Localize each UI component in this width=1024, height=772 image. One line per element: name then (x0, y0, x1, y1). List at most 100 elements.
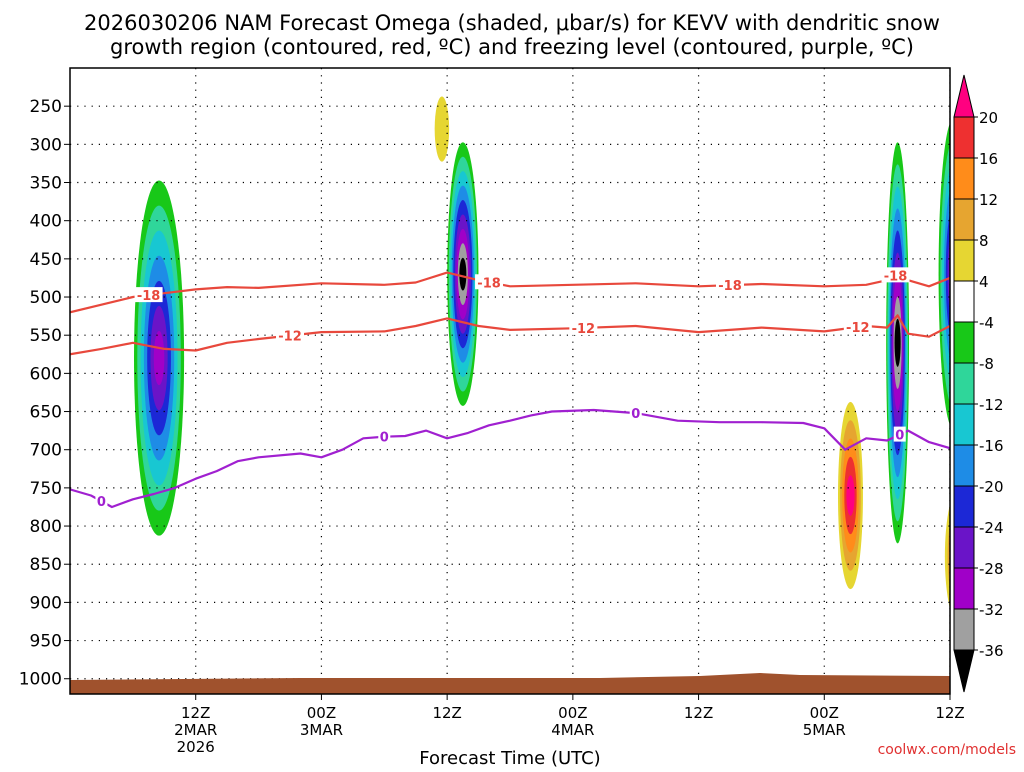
colorbar-swatch-6 (953, 321, 975, 364)
contour-line-0 (70, 271, 950, 314)
y-axis: 250 300 350 400 450 500 550 600 650 700 750 800 850 9… (19, 97, 70, 690)
colorbar-swatch-2 (953, 157, 975, 200)
y-tick-label-650: 650 (30, 403, 62, 423)
x-axis-label: Forecast Time (UTC) (419, 748, 600, 768)
y-tick-label-700: 700 (30, 441, 62, 461)
omega-region-descent-upper (434, 96, 450, 162)
colorbar-label-10: -24 (979, 519, 1004, 537)
x-tick-label-42-0: 00Z (558, 704, 587, 722)
y-tick-label-550: 550 (30, 326, 62, 346)
x-tick-label-18-1: 3MAR (300, 721, 343, 739)
contour-label-0-3: -18 (884, 269, 908, 284)
plot-frame (69, 67, 951, 695)
contour-label-2-0: 0 (97, 495, 106, 510)
y-tick-label-900: 900 (30, 593, 62, 613)
omega-region-ascent-day3-12z (938, 123, 950, 426)
colorbar-label-5: -4 (979, 314, 994, 332)
colorbar-label-4: 4 (979, 273, 989, 291)
x-tick-label-30-0: 12Z (432, 704, 461, 722)
contour-line-2 (70, 408, 950, 509)
contour-label-bg (95, 493, 108, 509)
colorbar-swatch-11 (953, 526, 975, 569)
colorbar: 20 16 12 8 4 -4 -8 -12 -16 -20 -24 -28 -32 -36 (953, 74, 1004, 693)
contour-label-bg (843, 319, 872, 335)
colorbar-label-13: -36 (979, 642, 1004, 660)
x-tick-label-42-1: 4MAR (551, 721, 594, 739)
contour-label-1-1: -12 (572, 322, 596, 337)
x-tick-label-6-0: 12Z (181, 704, 210, 722)
omega-region-ascent-day3-06z (886, 142, 910, 544)
contour-label-0-0: -18 (137, 289, 161, 304)
x-tick-label-18-0: 00Z (307, 704, 336, 722)
colorbar-label-9: -20 (979, 478, 1004, 496)
x-tick-label-6-2: 2026 (177, 738, 215, 756)
colorbar-label-7: -12 (979, 396, 1004, 414)
colorbar-swatch-10 (953, 485, 975, 528)
omega-shade-level (846, 475, 855, 516)
y-tick-label-950: 950 (30, 632, 62, 652)
colorbar-label-11: -28 (979, 560, 1004, 578)
x-tick-label-6-1: 2MAR (174, 721, 217, 739)
contour-label-1-2: -12 (846, 321, 870, 336)
y-tick-label-300: 300 (30, 135, 62, 155)
contour-label-2-2: 0 (631, 407, 640, 422)
y-tick-label-800: 800 (30, 517, 62, 537)
colorbar-swatch-4 (953, 239, 975, 282)
omega-region-descent-day3 (838, 401, 863, 590)
y-tick-label-850: 850 (30, 555, 62, 575)
colorbar-label-8: -16 (979, 437, 1004, 455)
omega-shade-level (434, 96, 450, 162)
colorbar-swatch-3 (953, 198, 975, 241)
terrain-ground (70, 673, 950, 694)
y-tick-label-450: 450 (30, 250, 62, 270)
contour-label-bg (475, 274, 504, 290)
contour-label-bg (629, 405, 642, 421)
y-tick-label-1000: 1000 (19, 670, 62, 690)
colorbar-label-0: 20 (979, 109, 998, 127)
colorbar-swatch-7 (953, 362, 975, 405)
colorbar-swatch-1 (953, 116, 975, 159)
colorbar-bottom-arrow (953, 649, 975, 693)
omega-shade-level (459, 257, 467, 291)
colorbar-swatch-8 (953, 403, 975, 446)
contour-label-bg (569, 319, 598, 335)
y-tick-label-600: 600 (30, 364, 62, 384)
x-tick-label-78-0: 12Z (935, 704, 964, 722)
contour-label-bg (134, 287, 163, 303)
plot-area: -18 -18 -18 -18 -12 -12 -12 0 0 0 0 (70, 68, 950, 694)
colorbar-swatch-5 (953, 280, 975, 323)
contour-label-2-3: 0 (895, 429, 904, 444)
colorbar-label-3: 8 (979, 232, 989, 250)
contour-label-1-0: -12 (278, 330, 302, 345)
omega-shade-level (153, 331, 165, 386)
y-tick-label-500: 500 (30, 288, 62, 308)
contour-label-bg (378, 428, 391, 444)
colorbar-label-1: 16 (979, 150, 998, 168)
contour-label-0-2: -18 (718, 279, 742, 294)
colorbar-swatch-13 (953, 608, 975, 651)
contour-label-0-1: -18 (477, 276, 501, 291)
chart-title-line2: growth region (contoured, red, ºC) and f… (110, 35, 914, 59)
contour-label-bg (893, 426, 906, 442)
omega-shade-level (894, 318, 901, 367)
y-tick-label-350: 350 (30, 174, 62, 194)
y-tick-label-250: 250 (30, 97, 62, 117)
x-tick-label-66-1: 5MAR (803, 721, 846, 739)
omega-shade-level (944, 504, 950, 610)
contour-label-bg (716, 277, 744, 293)
contour-label-bg (276, 327, 304, 343)
chart-title-line1: 2026030206 NAM Forecast Omega (shaded, μ… (84, 11, 940, 35)
contour-label-bg (881, 267, 910, 283)
contour-layer: -18 -18 -18 -18 -12 -12 -12 0 0 0 0 (70, 267, 950, 510)
x-tick-label-66-0: 00Z (810, 704, 839, 722)
colorbar-label-6: -8 (979, 355, 994, 373)
colorbar-label-2: 12 (979, 191, 998, 209)
omega-region-early-ascent (134, 180, 185, 536)
y-tick-label-750: 750 (30, 479, 62, 499)
y-tick-label-400: 400 (30, 212, 62, 232)
colorbar-label-12: -32 (979, 601, 1004, 619)
x-tick-label-54-0: 12Z (684, 704, 713, 722)
